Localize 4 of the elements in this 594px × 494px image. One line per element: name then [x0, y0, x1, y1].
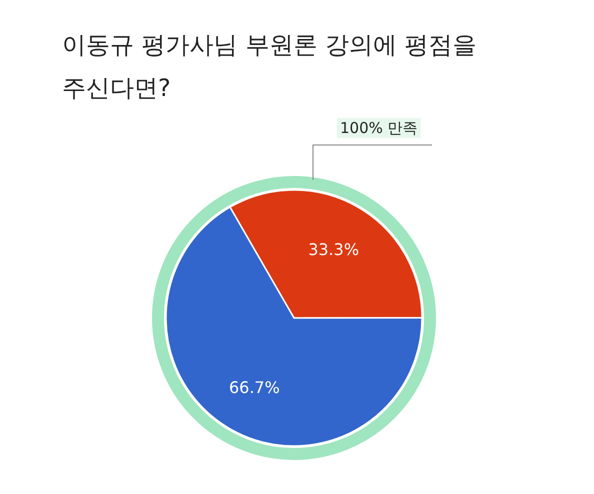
data-label: 66.7% [228, 378, 280, 397]
chart-title: 이동규 평가사님 부원론 강의에 평점을 주신다면? [62, 30, 478, 104]
data-label: 33.3% [308, 240, 360, 260]
annotation: 100% 만족 [312, 118, 432, 180]
